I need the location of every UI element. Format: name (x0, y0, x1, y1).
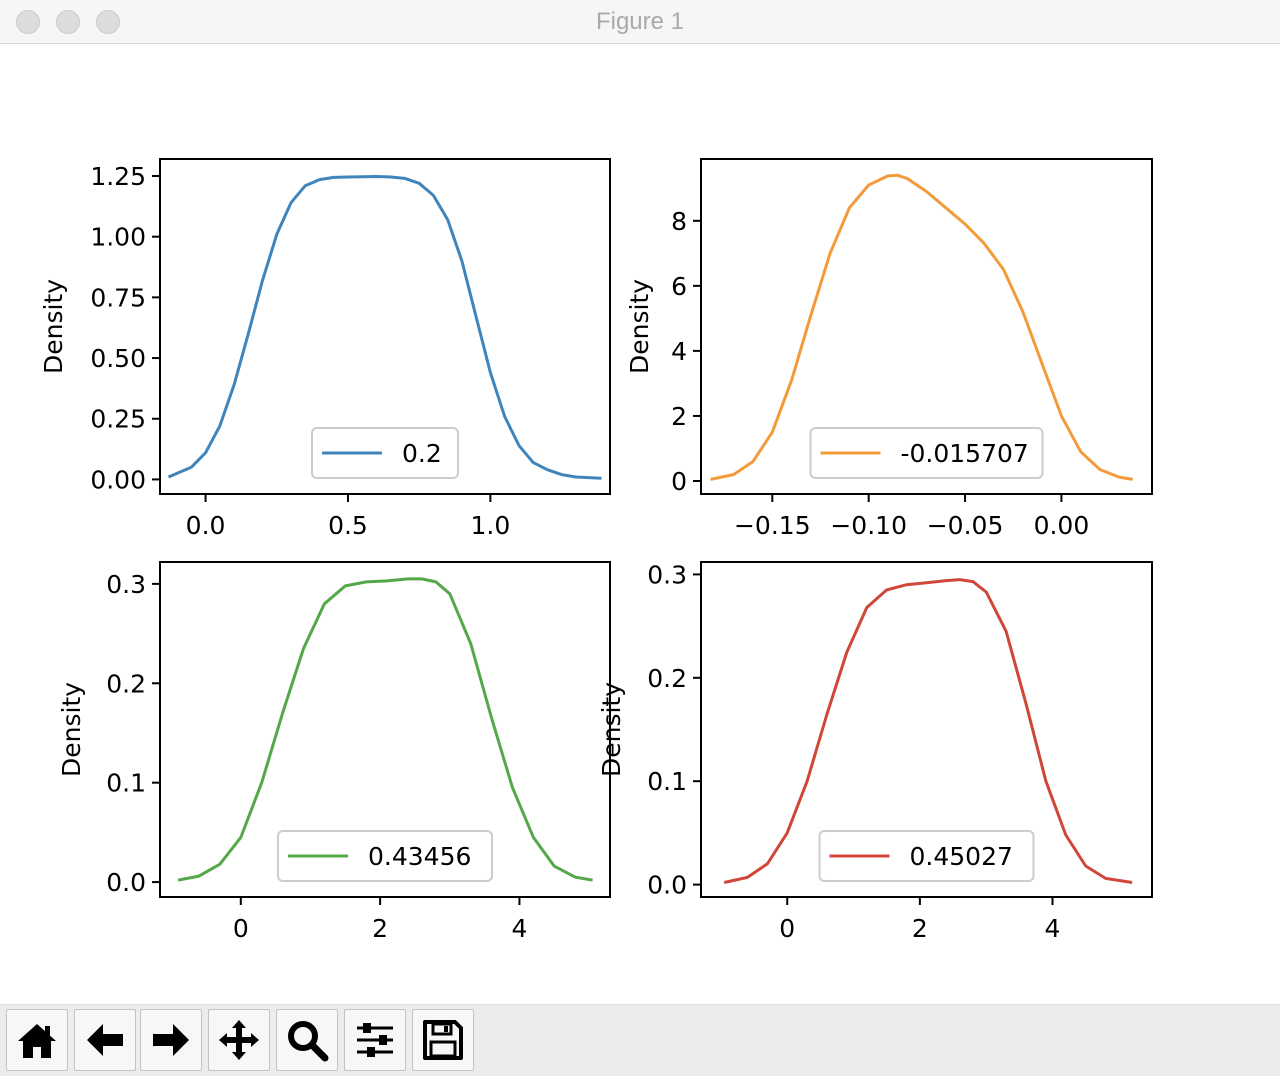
x-tick-label: 4 (1045, 914, 1061, 943)
y-tick-label: 8 (671, 207, 687, 236)
x-tick-label: 0.5 (328, 511, 368, 540)
minimize-window-icon[interactable] (56, 10, 80, 34)
pan-button[interactable] (208, 1009, 270, 1071)
subplot-3: 0 2 4 0.0 0.1 0.2 0.3 Density 0.43456 (57, 561, 611, 943)
x-tick-label: −0.10 (830, 511, 907, 540)
y-tick-label: 0 (671, 467, 687, 496)
legend-box (818, 830, 1035, 882)
y-tick-label: 0.0 (106, 868, 146, 897)
configure-subplots-button[interactable] (344, 1009, 406, 1071)
axes-frame (159, 561, 611, 898)
density-line (723, 578, 1133, 884)
density-line (167, 175, 602, 480)
y-tick-label: 0.3 (647, 560, 687, 589)
home-button[interactable] (6, 1009, 68, 1071)
subplot-2: −0.15 −0.10 −0.05 0.00 0 2 4 6 8 Density -0.015707 (625, 158, 1153, 540)
y-tick-label: 1.00 (90, 223, 146, 252)
y-tick-label: 0.00 (90, 465, 146, 494)
density-line (710, 173, 1133, 481)
window-title: Figure 1 (595, 8, 685, 35)
zoom-button[interactable] (276, 1009, 338, 1071)
y-tick-label: 0.50 (90, 344, 146, 373)
density-line (177, 577, 593, 882)
legend-box (809, 427, 1044, 479)
arrow-left-icon (87, 1024, 123, 1056)
window-titlebar: Figure 1 (0, 0, 1280, 44)
y-tick-label: 0.75 (90, 283, 146, 312)
y-tick-label: 1.25 (90, 162, 146, 191)
x-tick-label: 1.0 (470, 511, 510, 540)
legend-box (277, 830, 493, 882)
forward-button[interactable] (140, 1009, 202, 1071)
axes-frame (700, 561, 1153, 898)
axes-frame (159, 158, 611, 495)
y-tick-label: 0.1 (106, 769, 146, 798)
y-tick-label: 6 (671, 272, 687, 301)
x-tick-label: 4 (511, 914, 527, 943)
figure-canvas: 0.0 0.5 1.0 0.00 0.25 0.50 0.75 1.00 1.25 Density… (0, 44, 1280, 1004)
y-tick-label: 0.0 (647, 871, 687, 900)
legend-label: -0.015707 (901, 439, 1029, 468)
zoom-window-icon[interactable] (96, 10, 120, 34)
arrow-right-icon (153, 1024, 189, 1056)
sliders-icon (357, 1023, 393, 1057)
y-axis-label: Density (57, 682, 86, 777)
legend: 0.2 (311, 427, 459, 479)
legend: -0.015707 (809, 427, 1044, 479)
x-tick-label: 0 (233, 914, 249, 943)
y-tick-label: 2 (671, 402, 687, 431)
legend-label: 0.45027 (910, 842, 1013, 871)
magnifier-icon (288, 1021, 329, 1062)
x-tick-label: 2 (912, 914, 928, 943)
x-tick-label: −0.05 (927, 511, 1004, 540)
y-axis-label: Density (625, 279, 654, 374)
y-tick-label: 0.2 (106, 669, 146, 698)
back-button[interactable] (74, 1009, 136, 1071)
legend-box (311, 427, 459, 479)
legend-label: 0.43456 (368, 842, 471, 871)
x-tick-label: 0.00 (1034, 511, 1090, 540)
figure-svg: 0.0 0.5 1.00.000.250.500.751.001.25Density… (39, 158, 1153, 943)
legend-label: 0.2 (402, 439, 442, 468)
legend: 0.45027 (818, 830, 1035, 882)
legend: 0.43456 (277, 830, 493, 882)
y-axis-label: Density (597, 682, 626, 777)
y-tick-label: 4 (671, 337, 687, 366)
navigation-toolbar (0, 1004, 1280, 1076)
x-tick-label: −0.15 (734, 511, 811, 540)
subplot-1: 0.0 0.5 1.0 0.00 0.25 0.50 0.75 1.00 1.25 Density… (39, 158, 611, 540)
move-icon (219, 1020, 259, 1060)
y-tick-label: 0.2 (647, 664, 687, 693)
floppy-disk-icon (423, 1020, 463, 1060)
y-axis-label: Density (39, 279, 68, 374)
subplot-4: 0 2 4 0.0 0.1 0.2 0.3 Density 0.45027 (597, 560, 1153, 943)
axes-frame (700, 158, 1153, 495)
close-window-icon[interactable] (16, 10, 40, 34)
y-tick-label: 0.25 (90, 405, 146, 434)
y-tick-label: 0.3 (106, 570, 146, 599)
x-tick-label: 0 (779, 914, 795, 943)
x-tick-label: 0.0 (186, 511, 226, 540)
x-tick-label: 2 (372, 914, 388, 943)
save-button[interactable] (412, 1009, 474, 1071)
home-icon (18, 1024, 56, 1058)
y-tick-label: 0.1 (647, 767, 687, 796)
